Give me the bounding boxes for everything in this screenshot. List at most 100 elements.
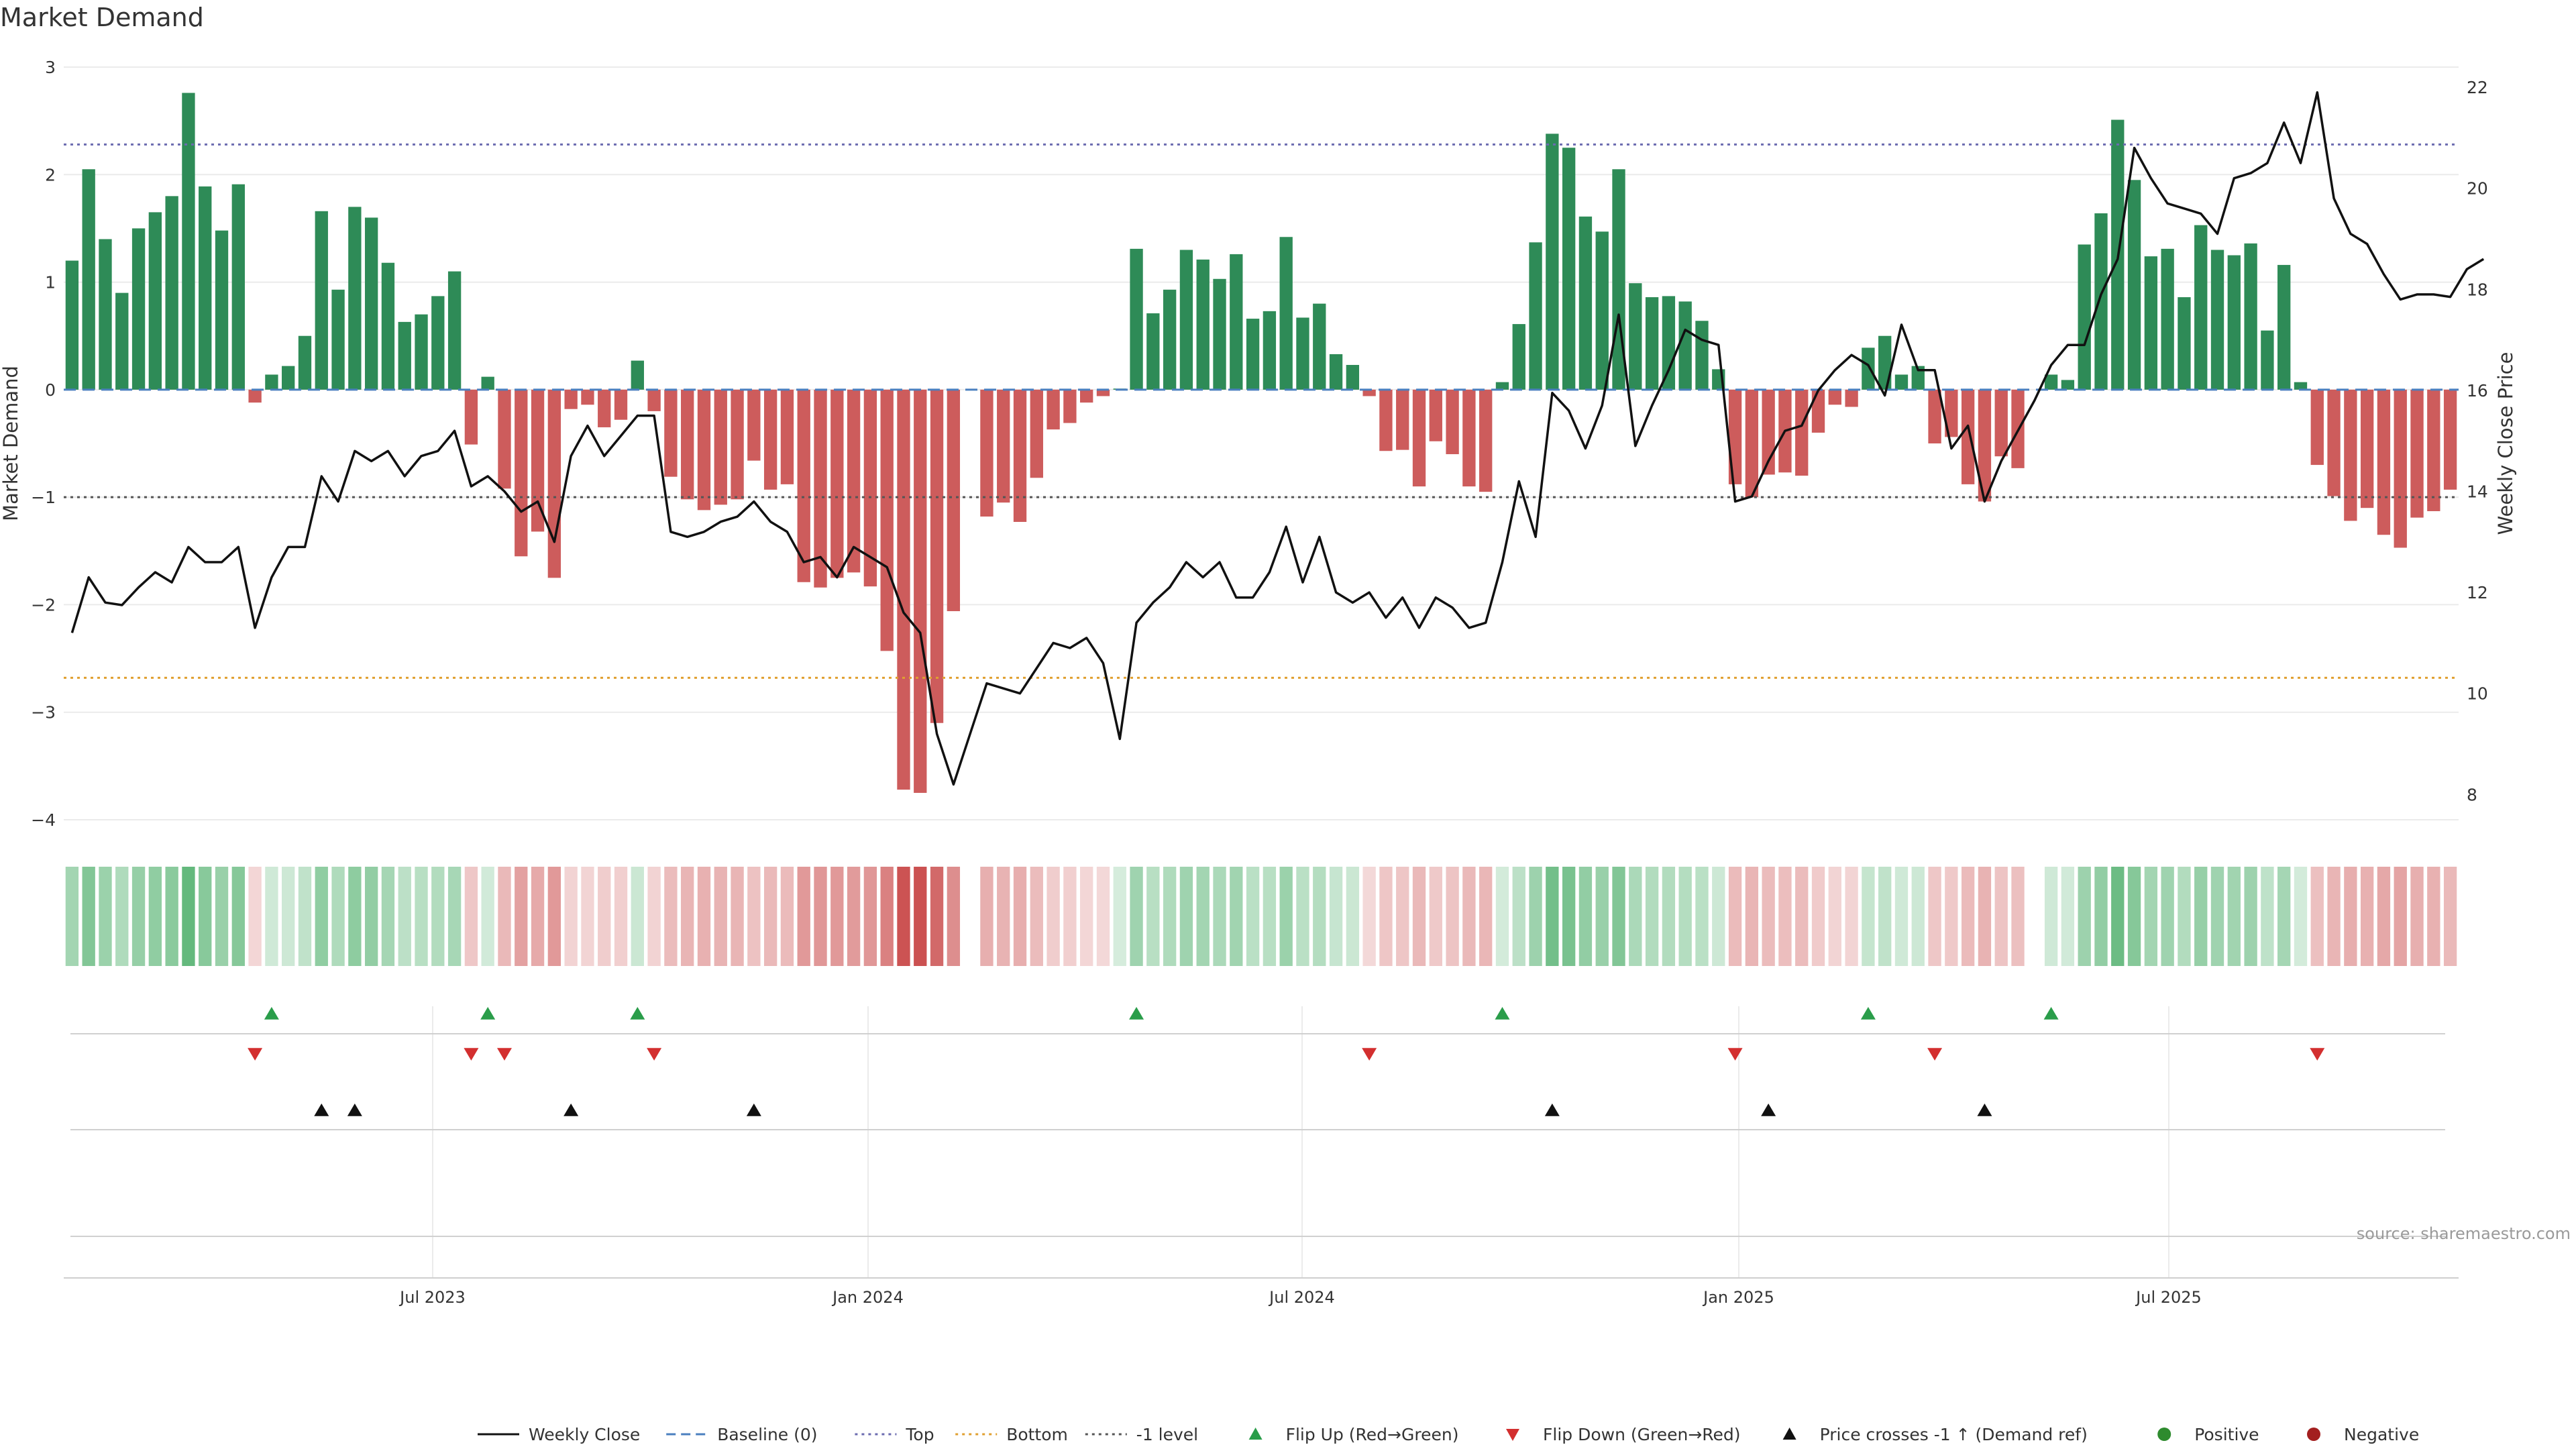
heat-cell xyxy=(731,867,744,966)
heat-cell xyxy=(2277,867,2291,966)
demand-bar xyxy=(1795,389,1809,476)
demand-bar xyxy=(131,228,146,390)
heat-cell xyxy=(980,867,994,966)
demand-bar xyxy=(1695,321,1709,390)
demand-bar xyxy=(1213,278,1226,390)
legend-item: Negative xyxy=(2307,1425,2419,1444)
demand-bar xyxy=(863,389,877,587)
heat-cell xyxy=(1845,867,1858,966)
heat-cell xyxy=(1412,867,1426,966)
heat-cell xyxy=(2261,867,2274,966)
legend-label: Price crosses -1 ↑ (Demand ref) xyxy=(1820,1425,2088,1444)
x-tick-label: Jan 2025 xyxy=(1702,1288,1774,1307)
heat-cell xyxy=(1695,867,1709,966)
y-axis-label: Market Demand xyxy=(0,366,22,521)
legend-label: Flip Up (Red→Green) xyxy=(1286,1425,1459,1444)
heat-cell xyxy=(1645,867,1659,966)
demand-bar xyxy=(2394,389,2407,548)
demand-bar xyxy=(2078,244,2091,390)
demand-bar xyxy=(2094,213,2108,390)
heat-cell xyxy=(1945,867,1958,966)
heat-cell xyxy=(1096,867,1110,966)
heat-cell xyxy=(1046,867,1060,966)
heat-cell xyxy=(1396,867,1409,966)
heat-cell xyxy=(1546,867,1559,966)
heat-cell xyxy=(2344,867,2357,966)
heat-cell xyxy=(564,867,578,966)
heat-cell xyxy=(398,867,411,966)
demand-bar xyxy=(1246,319,1260,390)
heat-cell xyxy=(681,867,694,966)
demand-bar xyxy=(1279,237,1293,390)
y-tick-label: −2 xyxy=(31,595,56,614)
heat-cell xyxy=(99,867,112,966)
heat-cell xyxy=(1662,867,1676,966)
heat-cell xyxy=(2244,867,2257,966)
demand-bar xyxy=(1495,382,1509,390)
heat-cell xyxy=(1479,867,1493,966)
demand-bar xyxy=(2244,243,2257,390)
demand-bar xyxy=(930,389,944,723)
demand-bar xyxy=(1063,389,1077,423)
flip-down-marker xyxy=(464,1048,479,1061)
demand-bar xyxy=(2327,389,2341,496)
heat-cell xyxy=(1994,867,2008,966)
heat-cell xyxy=(1379,867,1393,966)
y-tick-label: 1 xyxy=(45,273,56,292)
y2-tick-label: 20 xyxy=(2467,179,2488,199)
demand-bar xyxy=(1928,389,1941,443)
heat-cell xyxy=(481,867,494,966)
source-note: source: sharemaestro.com xyxy=(2357,1224,2571,1243)
heat-cell xyxy=(531,867,545,966)
demand-bar xyxy=(2227,255,2241,390)
demand-bar xyxy=(99,239,112,390)
flip-down-marker xyxy=(647,1048,662,1061)
demand-bar xyxy=(847,389,861,573)
heat-cell xyxy=(1296,867,1309,966)
demand-bar xyxy=(2144,256,2158,390)
heat-cell xyxy=(1778,867,1792,966)
demand-bar xyxy=(1030,389,1043,478)
heat-cell xyxy=(1329,867,1343,966)
demand-bar xyxy=(515,389,528,557)
demand-bar xyxy=(2410,389,2424,518)
demand-bar xyxy=(1828,389,1841,405)
demand-bar xyxy=(1096,389,1110,396)
heat-cell xyxy=(498,867,511,966)
heat-cell xyxy=(415,867,428,966)
demand-bar xyxy=(1130,248,1143,390)
heat-cell xyxy=(1013,867,1027,966)
demand-bar xyxy=(897,389,910,790)
flip-up-marker xyxy=(480,1007,496,1020)
heat-cell xyxy=(1130,867,1143,966)
y2-tick-label: 8 xyxy=(2467,785,2477,804)
demand-bar xyxy=(1013,389,1027,523)
heat-cell xyxy=(930,867,944,966)
demand-bar xyxy=(531,389,545,532)
demand-bar xyxy=(1329,354,1343,390)
heat-cell xyxy=(1196,867,1210,966)
heat-cell xyxy=(1213,867,1226,966)
legend-swatch xyxy=(1782,1428,1796,1440)
demand-bar xyxy=(148,212,162,390)
flip-down-marker xyxy=(496,1048,512,1061)
demand-bar xyxy=(1179,250,1193,390)
demand-bar xyxy=(282,366,295,390)
heat-cell xyxy=(1246,867,1260,966)
demand-bar xyxy=(747,389,761,461)
demand-bar xyxy=(1296,317,1309,390)
demand-bar xyxy=(315,211,328,390)
demand-bar xyxy=(415,314,428,390)
x-tick-label: Jul 2024 xyxy=(1268,1288,1335,1307)
heat-cell xyxy=(2410,867,2424,966)
demand-bar xyxy=(1562,148,1576,390)
legend-label: Baseline (0) xyxy=(717,1425,817,1444)
y2-axis-label: Weekly Close Price xyxy=(2494,352,2517,535)
legend-item: -1 level xyxy=(1085,1425,1198,1444)
heat-cell xyxy=(1146,867,1160,966)
demand-bar xyxy=(830,389,844,578)
demand-bar xyxy=(997,389,1010,503)
heat-cell xyxy=(947,867,961,966)
heat-cell xyxy=(1179,867,1193,966)
